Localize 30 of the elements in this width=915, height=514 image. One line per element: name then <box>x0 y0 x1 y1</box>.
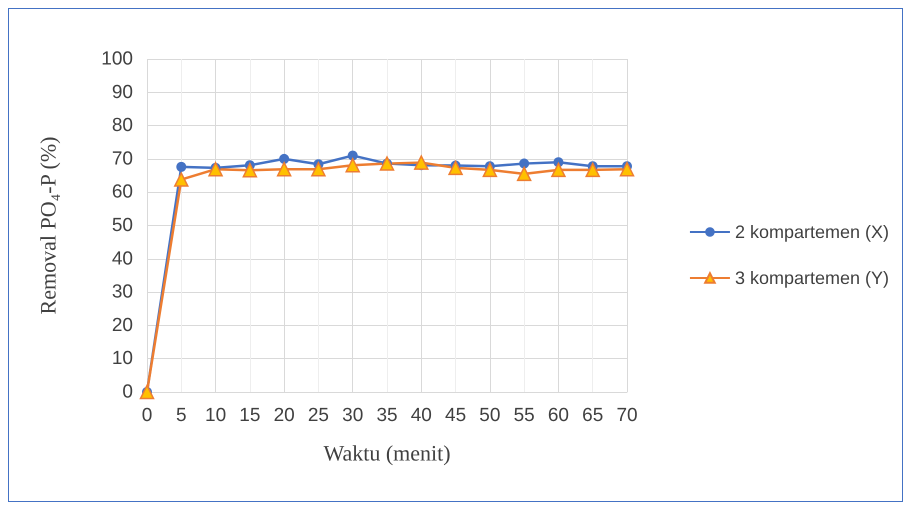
x-tick-label: 55 <box>514 405 535 426</box>
x-tick-label: 10 <box>205 405 226 426</box>
y-tick-label: 30 <box>112 282 133 303</box>
x-tick-label: 20 <box>274 405 295 426</box>
y-tick-label: 50 <box>112 215 133 236</box>
y-tick-label: 100 <box>101 48 133 70</box>
y-tick-label: 0 <box>122 382 133 402</box>
x-tick-label: 15 <box>239 405 260 426</box>
x-tick-label: 5 <box>176 405 187 426</box>
x-tick-label: 50 <box>479 405 500 426</box>
x-tick-label: 0 <box>142 405 152 426</box>
y-tick-label: 70 <box>112 148 133 170</box>
x-axis-title: Waktu (menit) <box>323 440 451 466</box>
y-tick-label: 60 <box>112 182 133 203</box>
y-axis-title: Removal PO₄-P (%) <box>36 136 60 314</box>
x-tick-label: 45 <box>445 405 466 426</box>
y-tick-label: 90 <box>112 82 133 103</box>
x-tick-label: 70 <box>616 405 638 426</box>
legend-label: 3 kompartemen (Y) <box>734 268 890 288</box>
x-tick-label: 25 <box>308 405 329 426</box>
x-tick-label: 30 <box>342 405 364 426</box>
x-tick-label: 65 <box>582 405 604 426</box>
legend-label: 2 kompartemen (X) <box>734 222 890 242</box>
y-tick-label: 20 <box>112 314 133 336</box>
x-tick-label: 35 <box>376 405 398 426</box>
x-tick-label: 60 <box>548 405 569 426</box>
y-tick-label: 40 <box>112 248 133 270</box>
y-tick-label: 80 <box>112 115 133 136</box>
x-tick-label: 40 <box>410 405 432 426</box>
y-tick-label: 10 <box>112 348 133 370</box>
